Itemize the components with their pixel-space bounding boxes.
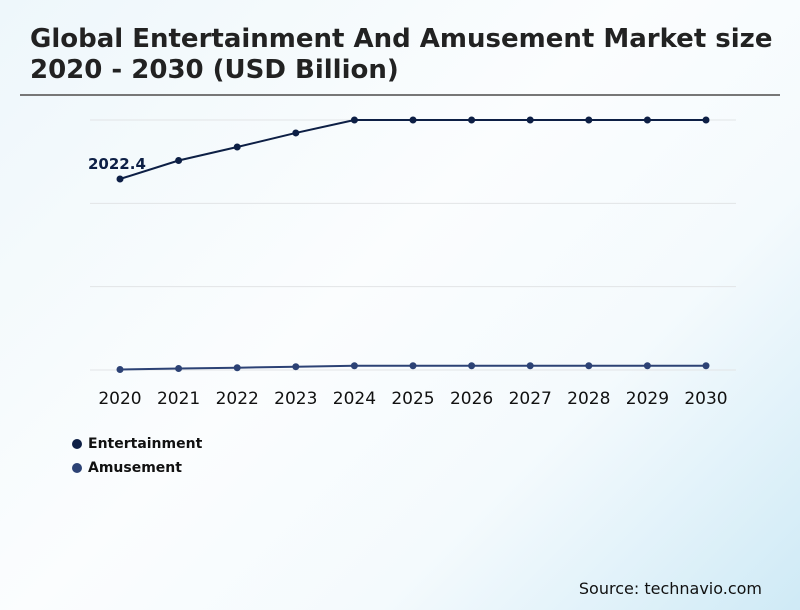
x-tick-label: 2022 <box>216 389 259 409</box>
data-point-amusement <box>350 362 358 370</box>
chart-title: Global Entertainment And Amusement Marke… <box>30 24 773 85</box>
x-tick-label: 2020 <box>98 389 141 409</box>
x-tick-label: 2030 <box>684 389 727 409</box>
legend-item-entertainment: Entertainment <box>72 436 202 452</box>
data-point-amusement <box>292 363 300 371</box>
data-point-entertainment <box>526 116 534 124</box>
data-point-amusement <box>116 366 124 374</box>
data-point-amusement <box>175 364 183 372</box>
title-divider <box>20 94 780 96</box>
data-point-entertainment <box>116 175 124 183</box>
data-point-entertainment <box>409 116 417 124</box>
data-point-entertainment <box>292 129 300 137</box>
legend-marker-icon <box>72 439 82 449</box>
data-point-amusement <box>643 362 651 370</box>
data-point-entertainment <box>702 116 710 124</box>
data-point-entertainment <box>233 143 241 151</box>
x-tick-label: 2027 <box>509 389 552 409</box>
legend-label: Amusement <box>88 460 182 476</box>
data-point-entertainment <box>643 116 651 124</box>
x-tick-label: 2023 <box>274 389 317 409</box>
data-point-amusement <box>468 362 476 370</box>
data-point-entertainment <box>175 157 183 165</box>
legend-item-amusement: Amusement <box>72 460 182 476</box>
x-tick-label: 2026 <box>450 389 493 409</box>
x-tick-label: 2029 <box>626 389 669 409</box>
data-point-amusement <box>702 362 710 370</box>
x-tick-label: 2025 <box>391 389 434 409</box>
x-tick-label: 2024 <box>333 389 376 409</box>
data-point-amusement <box>526 362 534 370</box>
data-point-entertainment <box>468 116 476 124</box>
x-tick-label: 2021 <box>157 389 200 409</box>
source-note: Source: technavio.com <box>578 579 762 598</box>
data-point-amusement <box>409 362 417 370</box>
data-point-amusement <box>585 362 593 370</box>
x-tick-label: 2028 <box>567 389 610 409</box>
data-point-amusement <box>233 364 241 372</box>
data-label: 2022.4 <box>88 155 146 173</box>
series-line-entertainment <box>119 119 706 180</box>
legend-label: Entertainment <box>88 436 203 452</box>
data-point-entertainment <box>350 116 358 124</box>
legend-marker-icon <box>72 463 82 473</box>
data-point-entertainment <box>585 116 593 124</box>
